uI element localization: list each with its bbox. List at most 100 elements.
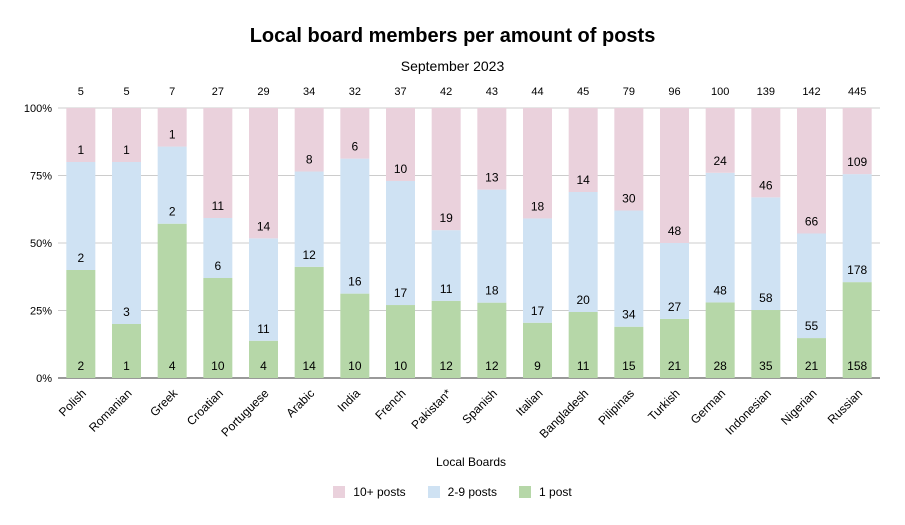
bar-value-label: 15 [622,359,636,373]
bar-total-label: 96 [668,86,680,98]
bar-total-label: 27 [212,86,224,98]
bar-value-label: 178 [847,263,867,277]
bar-value-label: 18 [531,199,545,213]
bar-segment [340,158,370,294]
bar-total-label: 42 [440,86,452,98]
bar-segment [112,324,141,378]
y-tick-label: 50% [30,238,52,250]
bar-segment [568,312,598,378]
bar-value-label: 6 [214,259,221,273]
legend-label: 2-9 posts [447,485,498,499]
bar-segment [294,108,324,172]
bar-segment [660,108,689,243]
x-tick-label: Pilipinas [595,386,637,428]
bar-value-label: 1 [123,143,130,157]
bar-segment [203,278,233,378]
x-tick-label: Nigerian [778,386,820,428]
bar-value-label: 1 [169,128,176,142]
bar-segment [157,146,187,224]
bar-value-label: 12 [439,359,453,373]
bar-value-label: 66 [805,214,819,228]
bar-segment [386,108,415,181]
bar-segment [523,108,552,219]
bar-value-label: 11 [257,322,270,336]
bar-value-label: 48 [668,224,682,238]
bar-segment [568,108,598,192]
bar-segment [249,108,278,239]
x-axis-title: Local Boards [436,455,506,469]
bar-segment [66,270,96,378]
bar-value-label: 3 [123,305,130,319]
x-tick-label: Pakistan* [409,386,455,432]
legend-swatch [427,486,440,498]
bar-value-label: 20 [576,293,590,307]
legend-item: 1 post [519,485,572,499]
legend-label: 1 post [539,485,572,499]
bar-total-label: 445 [848,86,866,98]
bar-value-label: 2 [77,359,84,373]
bar-segment [203,108,233,218]
bar-total-label: 43 [486,86,498,98]
bar-value-label: 11 [440,282,453,296]
bar-value-label: 6 [351,140,358,154]
bar-value-label: 19 [439,211,453,225]
bar-value-label: 4 [169,359,176,373]
bar-segment [249,238,278,341]
bar-value-label: 35 [759,359,773,373]
x-tick-label: Croatian [184,386,226,428]
bar-value-label: 27 [668,300,682,314]
bar-value-label: 10 [394,359,408,373]
bar-value-label: 16 [348,275,362,289]
bar-segment [477,302,507,378]
bar-segment [797,108,826,234]
y-tick-label: 0% [36,373,52,385]
bar-value-label: 4 [260,359,267,373]
bar-total-label: 45 [577,86,589,98]
bar-total-label: 7 [169,86,175,98]
bar-value-label: 10 [394,162,408,176]
bar-segment [751,310,781,378]
bar-segment [842,174,872,283]
bar-value-label: 55 [805,319,819,333]
chart-title: Local board members per amount of posts [249,25,656,47]
x-tick-label: Romanian [86,386,135,435]
bar-segment [751,108,781,198]
bar-value-label: 18 [485,284,499,298]
bar-segment [340,108,370,159]
bar-segment [112,108,141,162]
bar-value-label: 11 [577,359,590,373]
bar-value-label: 11 [212,199,225,213]
bar-segment [157,108,187,147]
bar-total-label: 44 [531,86,543,98]
bar-segment [294,171,324,267]
bar-value-label: 21 [805,359,819,373]
legend-item: 2-9 posts [427,485,498,499]
bar-segment [614,210,644,327]
bar-value-label: 48 [713,283,727,297]
bar-value-label: 34 [622,308,636,322]
bar-segment [751,197,781,311]
y-tick-label: 25% [30,306,52,318]
bar-segment [842,282,872,378]
bar-value-label: 17 [531,304,545,318]
bar-value-label: 21 [668,359,682,373]
bar-segment [112,162,141,324]
bar-segment [431,230,461,301]
bar-segment [568,192,598,312]
bar-total-label: 100 [711,86,729,98]
bar-total-label: 139 [757,86,775,98]
bar-segment [66,108,96,162]
bar-segment [340,293,370,378]
bar-segment [705,108,735,173]
x-tick-label: Bangladesh [537,386,592,441]
bar-value-label: 1 [77,143,84,157]
legend-swatch [519,486,532,498]
bar-segment [523,322,552,378]
bar-value-label: 158 [847,359,867,373]
bar-total-label: 5 [123,86,129,98]
bar-segment [477,189,507,303]
x-tick-label: Indonesian [723,386,774,437]
bar-total-label: 32 [349,86,361,98]
x-tick-label: French [372,386,408,422]
bar-value-label: 2 [169,205,176,219]
